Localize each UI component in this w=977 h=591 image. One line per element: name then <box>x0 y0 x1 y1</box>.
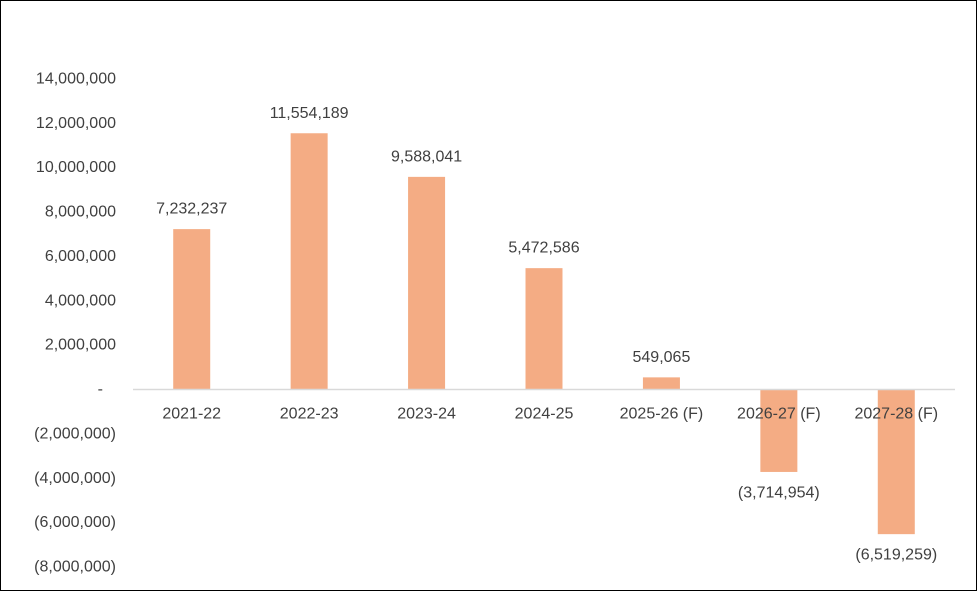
data-label: 11,554,189 <box>270 105 349 122</box>
x-tick-label: 2021-22 <box>162 406 221 423</box>
bars <box>173 133 915 535</box>
y-axis-ticks: 14,000,000 12,000,000 10,000,000 8,000,000 6… <box>34 71 116 576</box>
y-tick-label: (4,000,000) <box>34 470 116 487</box>
bar-2026-27-f <box>760 389 798 472</box>
y-tick-label: 10,000,000 <box>36 159 116 176</box>
data-label: 549,065 <box>633 349 691 366</box>
x-tick-label: 2022-23 <box>280 406 339 423</box>
y-tick-label: (6,000,000) <box>34 514 116 531</box>
y-tick-label: 14,000,000 <box>36 71 116 88</box>
x-tick-label: 2023-24 <box>397 406 456 423</box>
y-tick-label: - <box>98 381 103 398</box>
bar-2021-22 <box>173 229 211 390</box>
bar-2023-24 <box>408 176 446 390</box>
bar-2027-28-f <box>877 389 915 535</box>
data-label: 7,232,237 <box>156 201 227 218</box>
data-label: (6,519,259) <box>855 547 937 564</box>
x-tick-label: 2024-25 <box>515 406 574 423</box>
data-label: 9,588,041 <box>391 148 462 165</box>
x-tick-label: 2025-26 (F) <box>620 406 704 423</box>
x-axis-labels: 2021-22 2022-23 2023-24 2024-25 2025-26 (F) 2… <box>162 406 938 423</box>
x-tick-label: 2027-28 (F) <box>854 406 938 423</box>
y-tick-label: 12,000,000 <box>36 115 116 132</box>
y-tick-label: 8,000,000 <box>45 204 116 221</box>
bar-2022-23 <box>290 133 328 390</box>
data-label: (3,714,954) <box>738 484 820 501</box>
y-tick-label: 2,000,000 <box>45 337 116 354</box>
y-tick-label: 4,000,000 <box>45 292 116 309</box>
bar-2024-25 <box>525 268 563 390</box>
y-tick-label: (2,000,000) <box>34 425 116 442</box>
data-labels: 7,232,237 11,554,189 9,588,041 5,472,586 549… <box>156 105 937 564</box>
x-tick-label: 2026-27 (F) <box>737 406 821 423</box>
y-tick-label: 6,000,000 <box>45 248 116 265</box>
data-label: 5,472,586 <box>508 240 579 257</box>
bar-2025-26-f <box>642 377 680 390</box>
y-tick-label: (8,000,000) <box>34 559 116 576</box>
